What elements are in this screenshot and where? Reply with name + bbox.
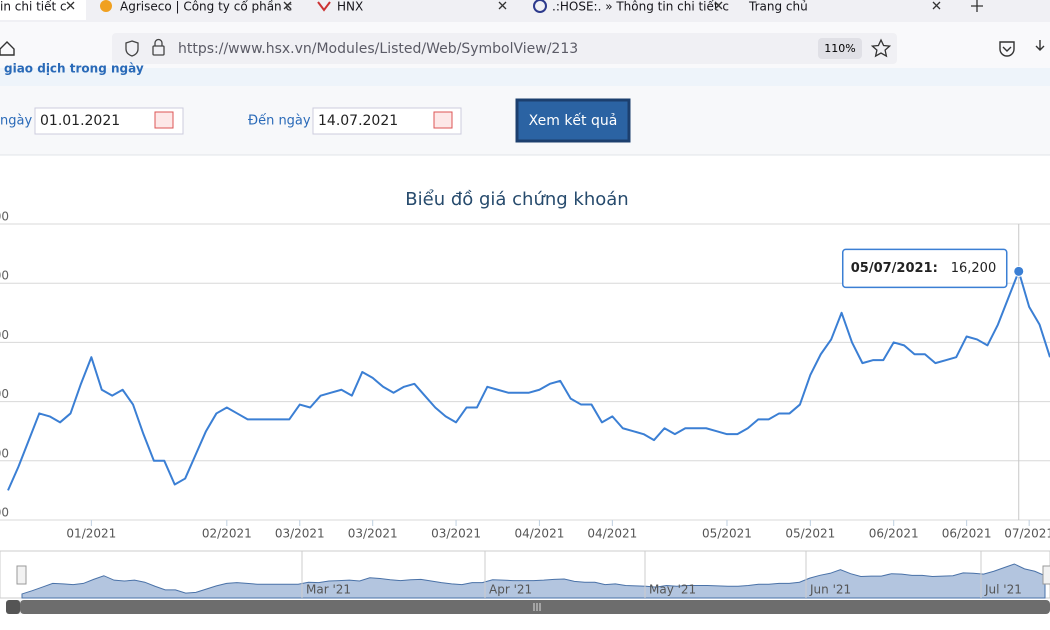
price-line xyxy=(7,270,1050,491)
y-tick-label: 12,000 xyxy=(0,506,9,520)
navigator-handle[interactable] xyxy=(16,565,27,585)
home-button[interactable] xyxy=(0,41,15,56)
scrollbar-thumb[interactable] xyxy=(20,600,1050,614)
tab-icon xyxy=(317,1,331,12)
tab-title[interactable]: Trang chủ xyxy=(748,0,808,14)
x-tick-label: 03/2021 xyxy=(275,527,325,541)
tab-title[interactable]: in chi tiết c xyxy=(0,0,67,14)
x-tick-label: 01/2021 xyxy=(66,527,116,541)
navigator-label: Jun '21 xyxy=(809,583,851,597)
tab-title[interactable]: .:HOSE:. » Thông tin chi tiết c xyxy=(552,0,729,14)
calendar-icon[interactable] xyxy=(154,111,174,129)
tab-close[interactable] xyxy=(498,1,507,10)
section-band xyxy=(0,68,1050,86)
y-tick-label: 15,000 xyxy=(0,328,9,342)
x-tick-label: 02/2021 xyxy=(202,527,252,541)
active-tab[interactable] xyxy=(0,0,86,20)
scrollbar-grip xyxy=(533,603,541,611)
navigator-label: Jul '21 xyxy=(984,583,1022,597)
y-tick-label: 17,000 xyxy=(0,210,9,224)
y-tick-label: 13,000 xyxy=(0,446,9,460)
submit-label[interactable]: Xem kết quả xyxy=(529,112,618,129)
tab-title[interactable]: HNX xyxy=(337,0,363,14)
extensions[interactable] xyxy=(1035,40,1045,51)
navigator-label: Mar '21 xyxy=(306,583,351,597)
section-title: giao dịch trong ngày xyxy=(4,62,144,76)
x-tick-label: 05/2021 xyxy=(702,527,752,541)
tooltip-value: 16,200 xyxy=(951,261,997,276)
zoom-badge[interactable] xyxy=(818,38,862,59)
shield-icon[interactable] xyxy=(125,40,139,57)
bookmark-star[interactable] xyxy=(870,38,892,58)
pocket-icon[interactable] xyxy=(999,41,1015,57)
tab-close[interactable] xyxy=(714,1,723,10)
navigator-handle[interactable] xyxy=(1042,565,1050,585)
from-label: ngày xyxy=(0,114,32,129)
to-label: Đến ngày xyxy=(248,114,311,129)
scrollbar-arrow[interactable] xyxy=(6,600,20,614)
url[interactable]: https://www.hsx.vn/Modules/Listed/Web/Sy… xyxy=(178,41,578,57)
tooltip-date: 05/07/2021: xyxy=(851,261,938,276)
tab-close[interactable] xyxy=(66,1,75,10)
new-tab[interactable] xyxy=(971,0,983,12)
tab-icon xyxy=(533,0,547,13)
lock-icon[interactable] xyxy=(152,45,165,56)
x-tick-label: 03/2021 xyxy=(431,527,481,541)
tab-strip xyxy=(0,0,1050,22)
hover-point xyxy=(1013,265,1025,277)
calendar-icon[interactable] xyxy=(433,111,453,129)
zoom[interactable]: 110% xyxy=(824,42,855,55)
x-tick-label: 06/2021 xyxy=(942,527,992,541)
tab-close[interactable] xyxy=(932,1,941,10)
x-tick-label: 07/2021 xyxy=(1004,527,1050,541)
x-tick-label: 04/2021 xyxy=(514,527,564,541)
navigator-label: May '21 xyxy=(649,583,696,597)
url-bar[interactable] xyxy=(112,33,897,64)
to-date[interactable]: 14.07.2021 xyxy=(318,113,398,129)
x-tick-label: 06/2021 xyxy=(869,527,919,541)
navigator-label: Apr '21 xyxy=(489,583,532,597)
y-tick-label: 14,000 xyxy=(0,387,9,401)
y-tick-label: 16,000 xyxy=(0,269,9,283)
navigator-area xyxy=(21,563,1046,599)
from-date[interactable]: 01.01.2021 xyxy=(40,113,120,129)
x-tick-label: 03/2021 xyxy=(348,527,398,541)
submit-button[interactable] xyxy=(515,98,631,143)
x-tick-label: 04/2021 xyxy=(587,527,637,541)
lock-icon xyxy=(154,38,163,46)
x-tick-label: 05/2021 xyxy=(785,527,835,541)
tab-close[interactable] xyxy=(283,1,292,10)
chart-title: Biểu đồ giá chứng khoán xyxy=(405,189,628,210)
tab-title[interactable]: Agriseco | Công ty cổ phần c xyxy=(120,0,292,14)
tab-icon xyxy=(100,0,112,12)
tooltip-box xyxy=(841,248,1008,289)
